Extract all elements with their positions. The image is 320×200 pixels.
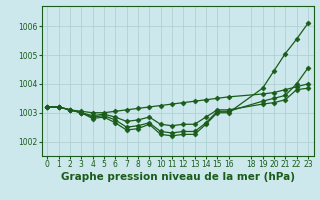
X-axis label: Graphe pression niveau de la mer (hPa): Graphe pression niveau de la mer (hPa)	[60, 172, 295, 182]
